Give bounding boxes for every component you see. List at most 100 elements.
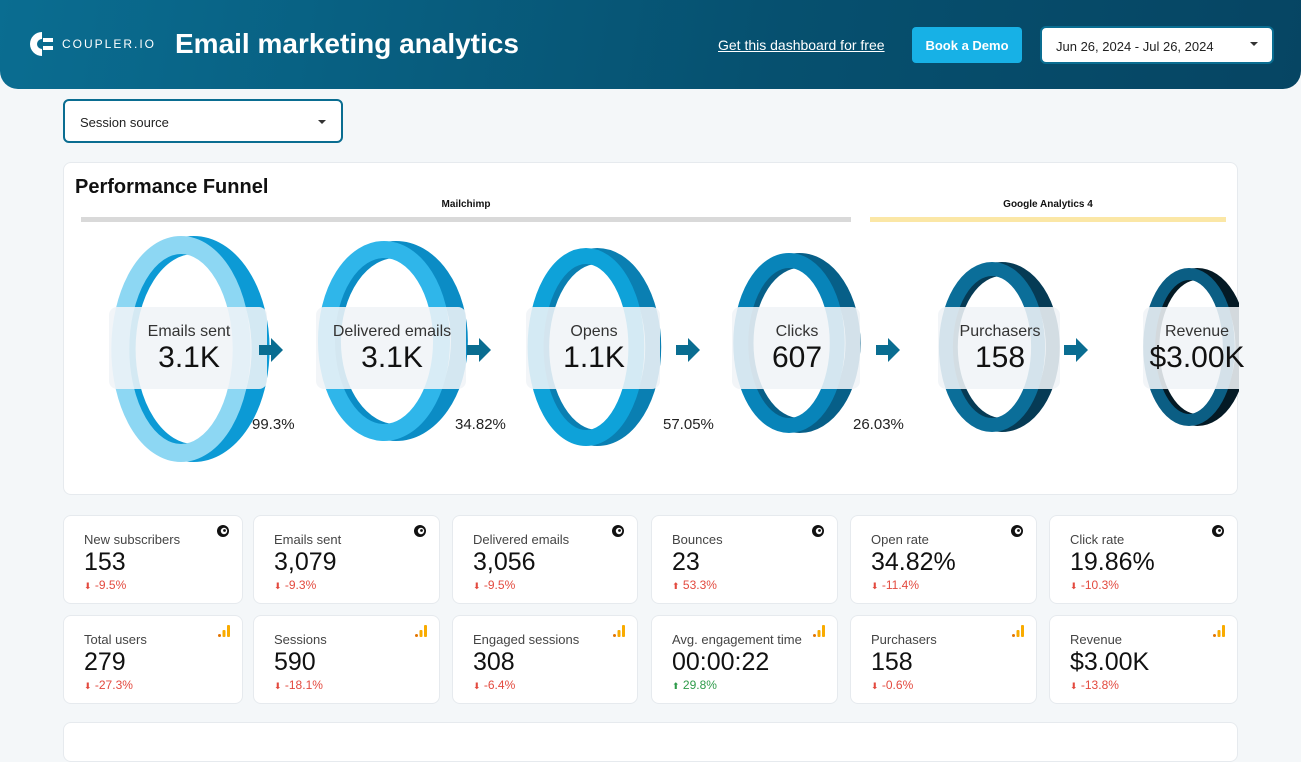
label-box (938, 307, 1060, 389)
header: COUPLER.IO Email marketing analytics Get… (0, 0, 1301, 89)
funnel-title: Performance Funnel (75, 176, 269, 198)
next-section-panel (63, 722, 1238, 762)
kpi-delta-value: -10.3% (1080, 578, 1119, 592)
google-analytics-icon (813, 625, 825, 637)
kpi-delta-value: -13.8% (1080, 678, 1119, 692)
kpi-value: 153 (84, 548, 126, 576)
kpi-card: New subscribers 153 ⬇ -9.5% (63, 515, 243, 604)
kpi-label: Bounces (672, 532, 723, 547)
kpi-label: Open rate (871, 532, 929, 547)
session-source-dropdown[interactable]: Session source (63, 99, 343, 143)
mailchimp-icon (612, 525, 624, 537)
label-box (109, 307, 267, 389)
kpi-value: 3,056 (473, 548, 536, 576)
label-box (316, 307, 466, 389)
kpi-label: Engaged sessions (473, 632, 580, 647)
kpi-card: Delivered emails 3,056 ⬇ -9.5% (452, 515, 638, 604)
coupler-logo[interactable]: COUPLER.IO (28, 30, 156, 58)
kpi-card: Purchasers 158 ⬇ -0.6% (850, 615, 1037, 704)
logo-text: COUPLER.IO (62, 37, 157, 51)
kpi-label: Click rate (1070, 532, 1125, 547)
arrow-down-icon: ⬇ (274, 681, 282, 691)
google-analytics-icon (218, 625, 230, 637)
arrow-right-icon (876, 338, 900, 362)
source-icon (611, 524, 625, 543)
stage-value: $3.00K (1149, 341, 1245, 374)
label-box (1143, 307, 1239, 389)
kpi-delta-value: -11.4% (881, 578, 920, 592)
source-icon (1010, 524, 1024, 543)
arrow-right-icon (676, 338, 700, 362)
source-icon (813, 624, 825, 643)
kpi-value: 158 (871, 648, 913, 676)
kpi-label: Emails sent (274, 532, 342, 547)
kpi-value: 590 (274, 648, 316, 676)
stage-value: 1.1K (563, 341, 625, 374)
source-label-ga4: Google Analytics 4 (1003, 199, 1093, 210)
coupler-logo-icon (30, 32, 53, 56)
kpi-value: 00:00:22 (672, 648, 770, 676)
stage-name: Revenue (1164, 323, 1230, 340)
stage-value: 3.1K (361, 341, 423, 374)
arrow-down-icon: ⬇ (84, 581, 92, 591)
date-range-value: Jun 26, 2024 - Jul 26, 2024 (1056, 39, 1214, 54)
kpi-delta-value: -27.3% (94, 678, 133, 692)
funnel-rings (109, 236, 1239, 462)
kpi-delta: ⬇ -10.3% (1070, 578, 1217, 592)
conversion-rate: 57.05% (663, 416, 714, 433)
kpi-value: 279 (84, 648, 126, 676)
kpi-label: Avg. engagement time (672, 632, 802, 647)
source-icon (1012, 624, 1024, 643)
source-label-mailchimp: Mailchimp (441, 199, 491, 210)
source-icon (216, 524, 230, 543)
arrow-down-icon: ⬇ (274, 581, 282, 591)
kpi-delta-value: 53.3% (682, 578, 717, 592)
arrow-up-icon: ⬆ (672, 681, 680, 691)
kpi-delta: ⬆ 29.8% (672, 678, 817, 692)
kpi-value: $3.00K (1070, 648, 1150, 676)
funnel-ring-0 (109, 236, 270, 462)
get-dashboard-link[interactable]: Get this dashboard for free (718, 37, 885, 53)
source-icon (218, 624, 230, 643)
google-analytics-icon (613, 625, 625, 637)
kpi-value: 34.82% (871, 548, 956, 576)
kpi-delta: ⬇ -18.1% (274, 678, 419, 692)
performance-funnel: Performance Funnel Mailchimp Google Anal… (63, 162, 1245, 495)
book-demo-button[interactable]: Book a Demo (912, 27, 1022, 63)
arrow-down-icon: ⬇ (84, 681, 92, 691)
funnel-stage-label: Revenue $3.00K (1149, 323, 1244, 375)
kpi-delta-value: 29.8% (682, 678, 717, 692)
funnel-stage-label: Opens 1.1K (563, 323, 625, 375)
mailchimp-icon (812, 525, 824, 537)
conversion-rate: 26.03% (853, 416, 904, 433)
kpi-delta: ⬇ -11.4% (871, 578, 1016, 592)
source-icon (1211, 524, 1225, 543)
funnel-ring-1 (316, 241, 468, 441)
kpi-label: Revenue (1070, 632, 1123, 647)
funnel-stage-label: Delivered emails 3.1K (333, 323, 451, 375)
kpi-value: 308 (473, 648, 515, 676)
kpi-delta: ⬇ -6.4% (473, 678, 617, 692)
kpi-delta: ⬇ -13.8% (1070, 678, 1217, 692)
mailchimp-icon (217, 525, 229, 537)
kpi-value: 3,079 (274, 548, 337, 576)
stage-value: 607 (771, 341, 823, 374)
kpi-label: Total users (84, 632, 147, 647)
google-analytics-icon (415, 625, 427, 637)
kpi-delta-value: -9.5% (94, 578, 127, 592)
kpi-label: Sessions (274, 632, 327, 647)
arrow-right-icon (259, 338, 283, 362)
google-analytics-icon (1213, 625, 1225, 637)
source-icon (613, 624, 625, 643)
source-icon (413, 524, 427, 543)
funnel-stage-label: Emails sent 3.1K (148, 323, 231, 375)
conversion-rate: 99.3% (252, 416, 295, 433)
stage-name: Clicks (775, 323, 819, 340)
date-range-picker[interactable]: Jun 26, 2024 - Jul 26, 2024 (1040, 26, 1274, 64)
kpi-card: Bounces 23 ⬆ 53.3% (651, 515, 838, 604)
caret-down-icon (1250, 42, 1258, 46)
kpi-delta: ⬇ -0.6% (871, 678, 1016, 692)
arrow-right-icon (467, 338, 491, 362)
kpi-card: Open rate 34.82% ⬇ -11.4% (850, 515, 1037, 604)
stage-name: Opens (570, 323, 618, 340)
